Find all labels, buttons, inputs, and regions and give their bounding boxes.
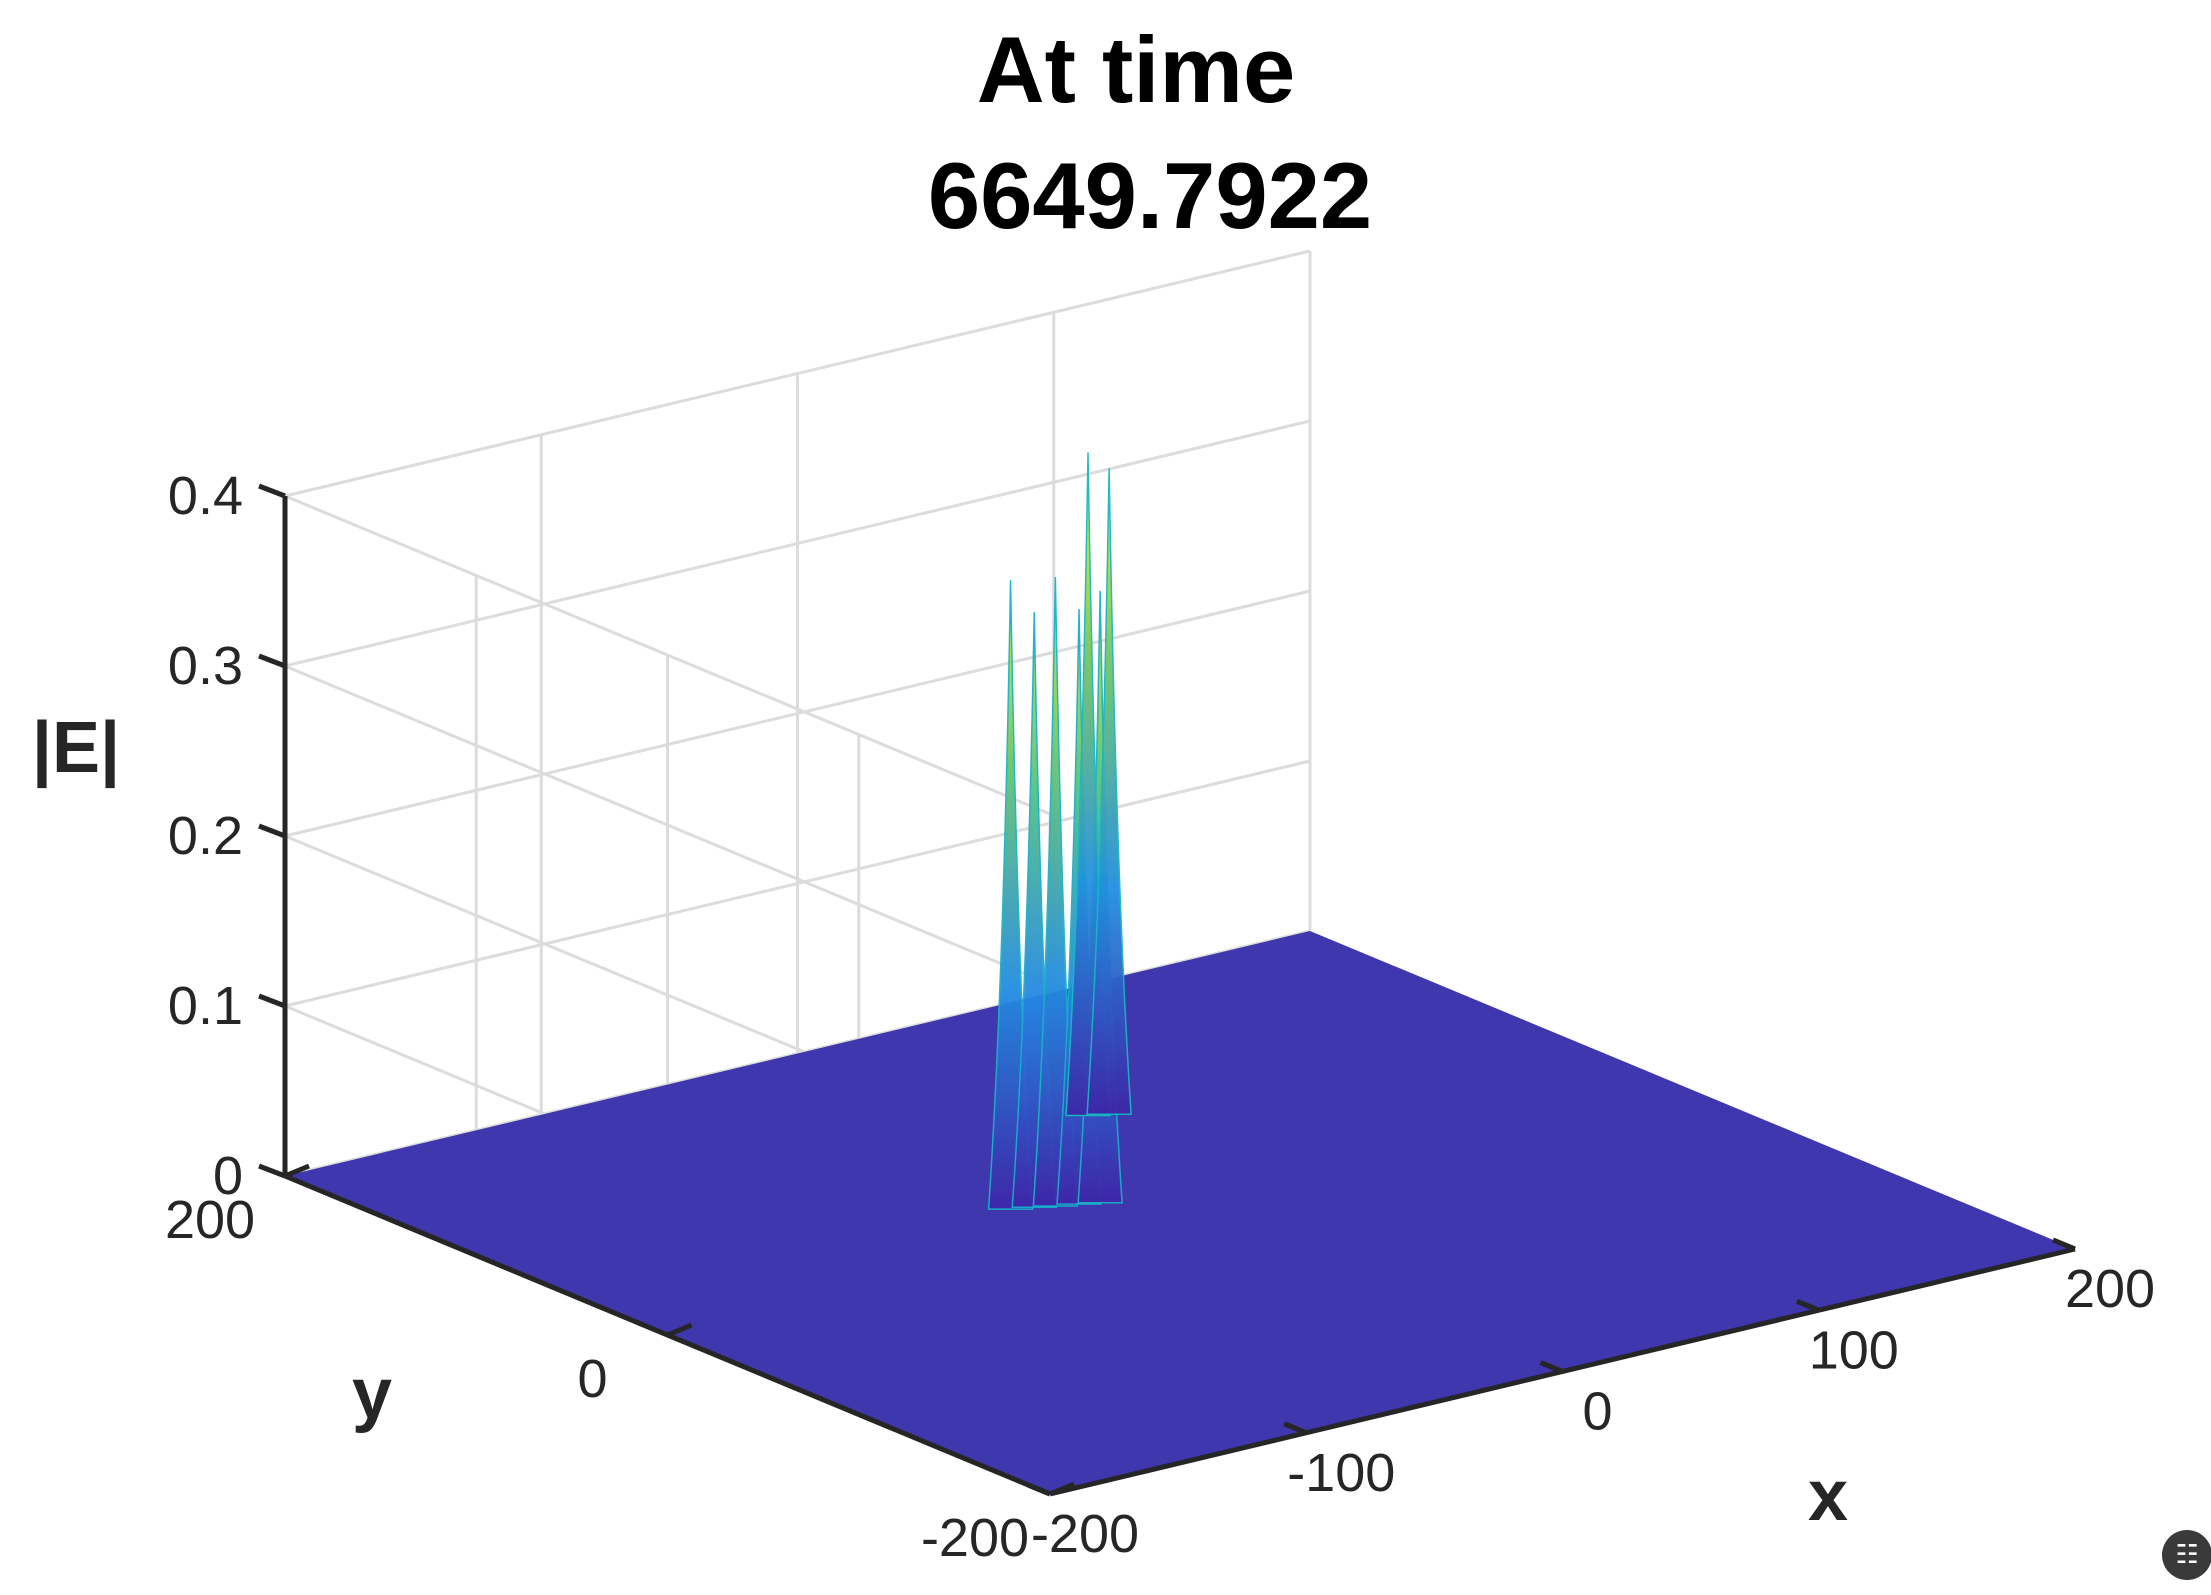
z-tick-label-4: 0.4 <box>168 466 243 526</box>
text-recognition-icon[interactable]: ☷ <box>2162 1530 2211 1580</box>
surface-floor <box>285 931 2075 1494</box>
z-tick-mark-3 <box>258 653 286 669</box>
z-tick-mark-1 <box>258 993 286 1009</box>
x-tick-label-2: 0 <box>1582 1382 1612 1442</box>
z-tick-label-1: 0.1 <box>168 976 243 1036</box>
x-tick-mark-3 <box>1795 1298 1820 1313</box>
x-tick-mark-2 <box>1539 1360 1564 1374</box>
x-tick-mark-4 <box>2052 1237 2076 1252</box>
x-tick-mark-1 <box>1283 1421 1308 1436</box>
surface-layer <box>285 452 2075 1494</box>
y-tick-label-1: 0 <box>577 1349 607 1409</box>
chart-title-line-1: At time <box>977 17 1296 122</box>
x-tick-label-0: -200 <box>1031 1504 1139 1564</box>
y-tick-mark-1 <box>666 1322 693 1338</box>
surface-peak-6 <box>1086 468 1132 1115</box>
y-tick-label-0: -200 <box>921 1508 1029 1568</box>
chart-title-line-2: 6649.7922 <box>928 143 1372 248</box>
x-axis-label: x <box>1808 1456 1848 1536</box>
x-tick-label-4: 200 <box>2065 1259 2155 1319</box>
z-axis-label: |E| <box>32 708 120 788</box>
z-tick-label-0: 0 <box>213 1146 243 1206</box>
z-tick-label-3: 0.3 <box>168 636 243 696</box>
y-tick-label-2: 200 <box>165 1190 255 1250</box>
y-tick-mark-0 <box>1049 1481 1075 1497</box>
axis-layer <box>258 483 2076 1497</box>
y-axis-label: y <box>352 1354 392 1434</box>
z-tick-label-2: 0.2 <box>168 806 243 866</box>
x-tick-label-3: 100 <box>1809 1320 1899 1380</box>
x-tick-mark-0 <box>1027 1482 1051 1497</box>
x-tick-label-1: -100 <box>1287 1443 1395 1503</box>
label-layer: -200-1000100200-200020000.10.20.30.4xy|E… <box>32 466 2155 1568</box>
z-tick-mark-0 <box>258 1163 286 1179</box>
y-tick-mark-2 <box>284 1163 310 1179</box>
z-tick-mark-2 <box>258 823 286 839</box>
z-tick-mark-4 <box>258 483 286 499</box>
